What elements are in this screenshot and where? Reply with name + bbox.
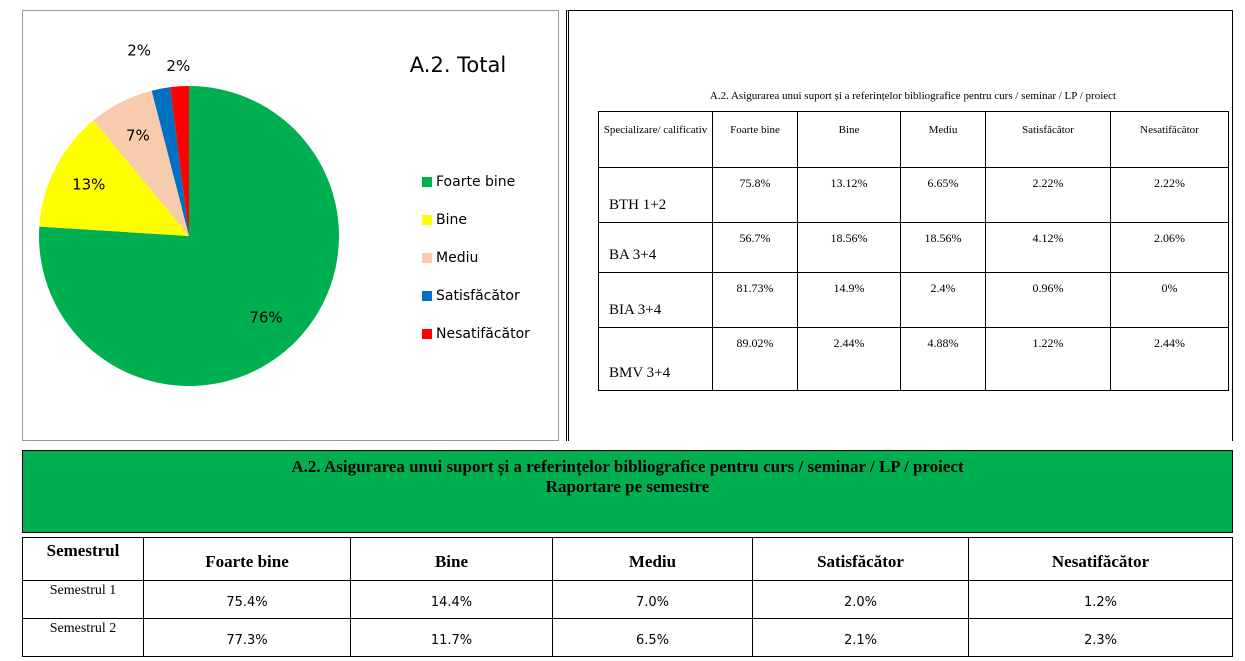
data-cell: 4.88% — [900, 327, 986, 391]
data-cell: 7.0% — [552, 580, 753, 619]
data-cell: 2.4% — [900, 272, 986, 328]
data-cell: 2.06% — [1110, 222, 1229, 273]
pie-slice — [170, 86, 189, 236]
row-label: BA 3+4 — [598, 222, 713, 273]
header-cell: Satisfăcător — [752, 537, 969, 581]
data-cell: 81.73% — [712, 272, 798, 328]
spec-table-title: A.2. Asigurarea unui suport și a referin… — [709, 90, 1117, 102]
semester-title: A.2. Asigurarea unui suport și a referin… — [291, 457, 964, 476]
legend-swatch — [422, 329, 432, 339]
header-cell: Mediu — [900, 111, 986, 168]
data-cell: 2.22% — [1110, 167, 1229, 223]
table-frame — [566, 10, 1233, 441]
data-cell: 1.2% — [968, 580, 1233, 619]
data-cell: 2.0% — [752, 580, 969, 619]
legend-label: Satisfăcător — [436, 288, 520, 304]
pie-label: 13% — [72, 175, 105, 193]
pie-slice — [151, 87, 189, 236]
data-cell: 75.8% — [712, 167, 798, 223]
header-cell: Specializare/ calificativ — [598, 111, 713, 168]
legend-swatch — [422, 215, 432, 225]
row-label: Semestrul 2 — [22, 618, 144, 657]
row-label: Semestrul 1 — [22, 580, 144, 619]
data-cell: 6.65% — [900, 167, 986, 223]
row-label: BTH 1+2 — [598, 167, 713, 223]
data-cell: 2.1% — [752, 618, 969, 657]
data-cell: 75.4% — [143, 580, 351, 619]
data-cell: 0% — [1110, 272, 1229, 328]
legend-label: Bine — [436, 212, 467, 228]
data-cell: 14.9% — [797, 272, 901, 328]
semester-subtitle: Raportare pe semestre — [545, 477, 710, 496]
legend-swatch — [422, 291, 432, 301]
pie-frame — [22, 10, 559, 441]
header-cell: Mediu — [552, 537, 753, 581]
pie-label: 7% — [126, 126, 150, 144]
header-cell: Foarte bine — [712, 111, 798, 168]
data-cell: 13.12% — [797, 167, 901, 223]
legend-label: Foarte bine — [436, 174, 515, 190]
row-label: BIA 3+4 — [598, 272, 713, 328]
data-cell: 77.3% — [143, 618, 351, 657]
data-cell: 14.4% — [350, 580, 553, 619]
chart-title: A.2. Total — [410, 53, 506, 77]
data-cell: 18.56% — [797, 222, 901, 273]
header-cell: Foarte bine — [143, 537, 351, 581]
pie-label: 2% — [127, 42, 151, 60]
data-cell: 1.22% — [985, 327, 1111, 391]
legend-label: Mediu — [436, 250, 478, 266]
data-cell: 56.7% — [712, 222, 798, 273]
legend-label: Nesatifăcător — [436, 326, 530, 342]
semester-header: A.2. Asigurarea unui suport și a referin… — [22, 450, 1233, 533]
data-cell: 4.12% — [985, 222, 1111, 273]
data-cell: 2.44% — [797, 327, 901, 391]
header-cell: Nesatifăcător — [1110, 111, 1229, 168]
pie-slice — [93, 90, 189, 236]
header-cell: Satisfăcător — [985, 111, 1111, 168]
pie-label: 2% — [166, 57, 190, 75]
data-cell: 2.44% — [1110, 327, 1229, 391]
header-cell: Nesatifăcător — [968, 537, 1233, 581]
row-label: BMV 3+4 — [598, 327, 713, 391]
pie-slice — [39, 120, 189, 236]
legend-swatch — [422, 177, 432, 187]
header-cell: Semestrul — [22, 537, 144, 581]
data-cell: 2.22% — [985, 167, 1111, 223]
header-cell: Bine — [797, 111, 901, 168]
data-cell: 11.7% — [350, 618, 553, 657]
data-cell: 6.5% — [552, 618, 753, 657]
header-cell: Bine — [350, 537, 553, 581]
data-cell: 89.02% — [712, 327, 798, 391]
legend-swatch — [422, 253, 432, 263]
pie-chart: A.2. Total 76% Foarte bine 13% Bine 7% Mediu 2… — [38, 42, 530, 386]
pie-label: 76% — [249, 309, 282, 327]
data-cell: 0.96% — [985, 272, 1111, 328]
data-cell: 2.3% — [968, 618, 1233, 657]
data-cell: 18.56% — [900, 222, 986, 273]
